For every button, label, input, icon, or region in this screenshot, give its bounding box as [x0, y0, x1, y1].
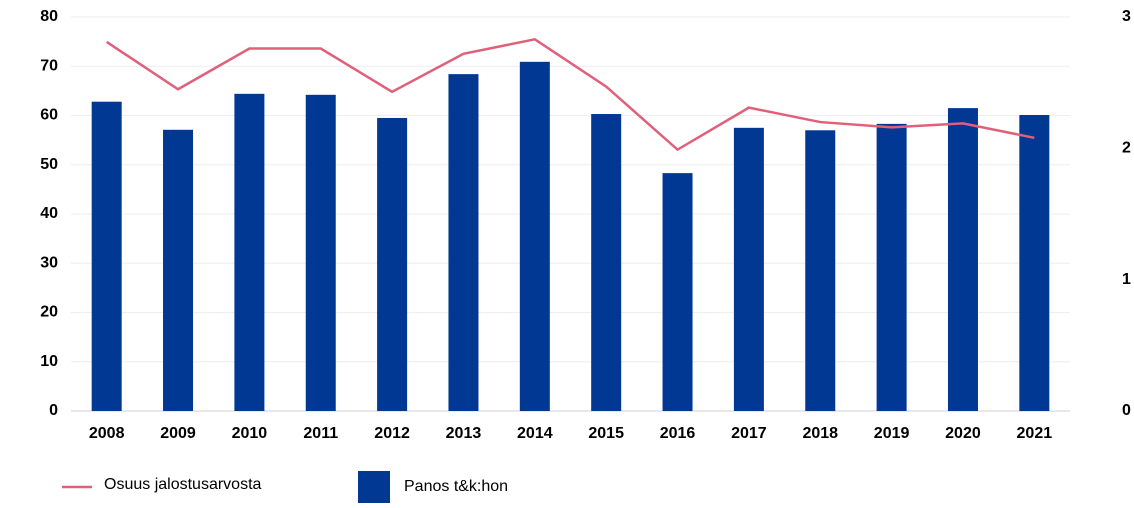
- y-tick-label: 40: [40, 205, 58, 222]
- y-tick-label: 0: [49, 402, 58, 419]
- y2-tick-label: 0: [1122, 402, 1131, 419]
- x-tick-label: 2020: [945, 425, 981, 442]
- y-tick-label: 80: [40, 8, 58, 25]
- x-tick-label: 2008: [89, 425, 125, 442]
- legend-label: Panos t&k:hon: [404, 478, 508, 495]
- x-tick-label: 2016: [660, 425, 696, 442]
- bar: [377, 117, 408, 412]
- bar: [805, 130, 836, 411]
- x-tick-label: 2009: [160, 425, 196, 442]
- bar: [876, 123, 907, 411]
- x-tick-label: 2015: [588, 425, 624, 442]
- x-tick-label: 2012: [374, 425, 410, 442]
- bar: [91, 101, 122, 412]
- x-tick-label: 2019: [874, 425, 910, 442]
- bar: [947, 108, 978, 412]
- y-tick-label: 60: [40, 107, 58, 124]
- bar: [733, 127, 764, 411]
- x-tick-label: 2011: [303, 425, 338, 442]
- bar: [591, 114, 622, 412]
- bar: [163, 129, 194, 411]
- bar: [448, 74, 479, 411]
- y-tick-label: 50: [40, 156, 58, 173]
- legend-label: Osuus jalostusarvosta: [104, 476, 262, 493]
- x-tick-label: 2017: [731, 425, 767, 442]
- y2-tick-label: 3: [1122, 8, 1131, 25]
- bar: [519, 61, 550, 411]
- y-tick-label: 30: [40, 254, 58, 271]
- y2-tick-label: 2: [1122, 140, 1131, 157]
- bar: [662, 173, 693, 411]
- x-tick-label: 2010: [232, 425, 268, 442]
- bar: [234, 93, 265, 411]
- bar: [305, 94, 336, 411]
- x-tick-label: 2021: [1017, 425, 1053, 442]
- x-tick-label: 2018: [802, 425, 838, 442]
- line: [105, 37, 1035, 152]
- y-tick-label: 10: [40, 353, 58, 370]
- legend-swatch: [358, 471, 390, 503]
- y-tick-label: 70: [40, 57, 58, 74]
- y-tick-label: 20: [40, 304, 58, 321]
- bar: [1019, 115, 1050, 411]
- y2-tick-label: 1: [1122, 271, 1131, 288]
- x-tick-label: 2013: [446, 425, 482, 442]
- x-tick-label: 2014: [517, 425, 553, 442]
